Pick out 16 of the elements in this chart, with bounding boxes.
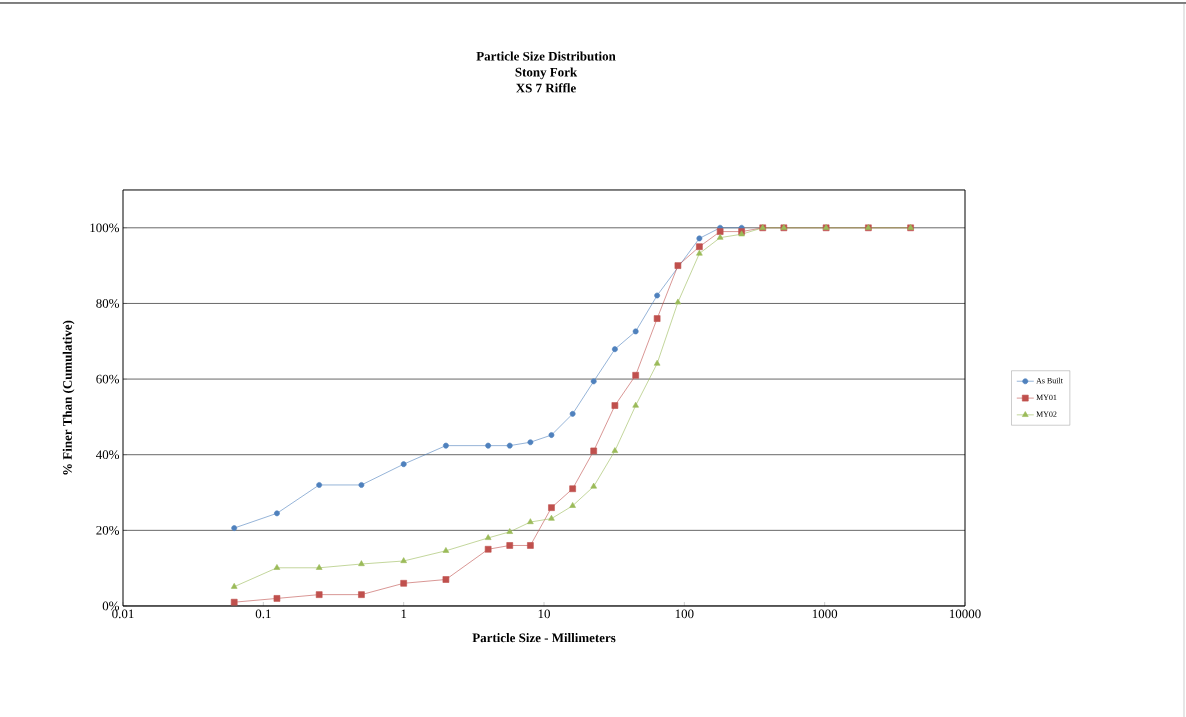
y-tick-label: 40% bbox=[96, 450, 120, 460]
x-tick-label: 1000 bbox=[812, 609, 838, 619]
x-tick-label: 0.01 bbox=[112, 609, 134, 619]
x-tick-label: 10 bbox=[538, 609, 550, 619]
x-tick-label: 10000 bbox=[949, 609, 981, 619]
chart-title: Particle Size Distribution Stony Fork XS 7 Riffle bbox=[476, 51, 616, 93]
x-tick-label: 0.1 bbox=[255, 609, 271, 619]
y-tick-label: 60% bbox=[96, 374, 120, 384]
x-tick-label: 1 bbox=[401, 609, 407, 619]
x-axis-title: Particle Size - Millimeters bbox=[472, 633, 616, 643]
y-axis-title: % Finer Than (Cumulative) bbox=[62, 320, 75, 475]
y-tick-label: 100% bbox=[90, 223, 120, 233]
y-tick-label: 0% bbox=[102, 601, 120, 611]
y-tick-label: 20% bbox=[96, 525, 120, 535]
y-tick-label: 80% bbox=[96, 299, 120, 308]
x-tick-label: 100 bbox=[675, 609, 694, 619]
